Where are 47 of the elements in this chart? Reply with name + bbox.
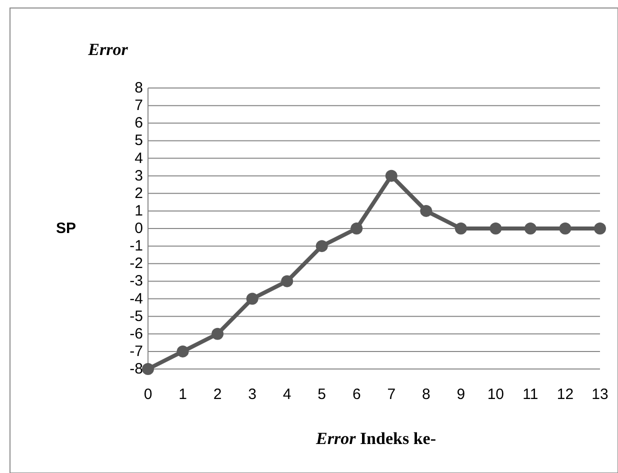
x-tick-label: 1	[178, 386, 187, 403]
y-tick-label: 6	[134, 114, 143, 132]
x-tick-label: 8	[422, 386, 430, 403]
y-tick-label: 0	[134, 220, 143, 237]
y-tick-label: -7	[130, 342, 143, 360]
y-tick-label: -6	[130, 325, 143, 342]
y-tick-label: 2	[134, 184, 143, 202]
point	[385, 170, 398, 182]
point	[524, 222, 536, 234]
x-tick-label: 6	[352, 386, 361, 403]
chart-title: Error	[87, 40, 128, 59]
y-tick-label: -1	[130, 238, 143, 255]
point	[490, 222, 502, 234]
x-tick-label: 5	[318, 386, 326, 403]
x-tick-label: 7	[387, 386, 396, 403]
point	[350, 222, 363, 234]
x-tick-label: 4	[282, 386, 292, 403]
point	[176, 345, 189, 358]
point	[559, 222, 572, 234]
x-tick-label: 12	[556, 386, 574, 403]
x-tick-label: 2	[213, 386, 222, 403]
y-tick-label: 8	[134, 80, 143, 96]
point	[454, 222, 467, 234]
point	[142, 363, 154, 375]
y-axis-title: SP	[56, 220, 76, 237]
point	[246, 292, 258, 305]
y-tick-label: -2	[130, 255, 143, 272]
point	[420, 204, 432, 217]
y-tick-label: 7	[134, 97, 143, 114]
y-tick-label: 1	[134, 202, 143, 220]
y-tick-label: -8	[130, 360, 143, 378]
y-tick-label: 4	[134, 150, 143, 167]
point	[281, 275, 294, 288]
y-tick-label: 5	[134, 132, 143, 150]
x-axis-title: Error Indeks ke-	[315, 429, 436, 448]
y-tick-label: 3	[134, 167, 143, 184]
x-tick-label: 13	[592, 386, 608, 403]
x-tick-label: 9	[456, 386, 466, 403]
y-tick-label: -5	[130, 308, 143, 325]
y-tick-label: -4	[130, 290, 143, 308]
x-tick-label: 11	[522, 386, 538, 403]
x-tick-label: 10	[487, 386, 504, 403]
y-tick-label: -3	[130, 272, 143, 290]
point	[594, 222, 606, 234]
point	[212, 328, 224, 340]
point	[316, 240, 328, 252]
x-tick-label: 3	[248, 386, 256, 403]
